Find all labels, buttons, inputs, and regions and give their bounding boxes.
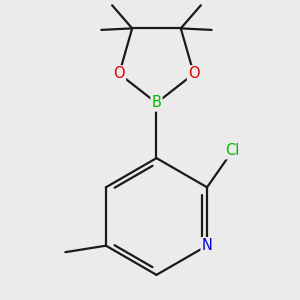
Text: O: O bbox=[188, 66, 200, 81]
Text: N: N bbox=[202, 238, 212, 253]
Text: Cl: Cl bbox=[225, 143, 240, 158]
Text: O: O bbox=[113, 66, 125, 81]
Text: B: B bbox=[152, 95, 161, 110]
